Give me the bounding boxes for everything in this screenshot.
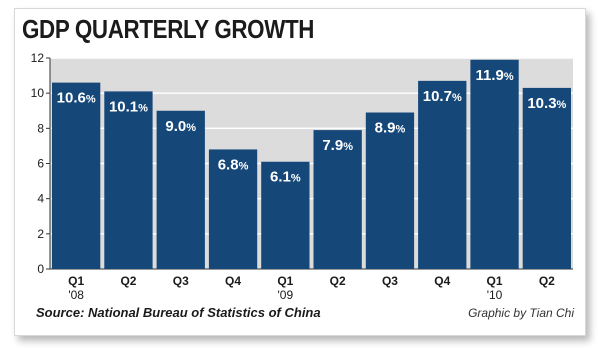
y-tick-label: 2	[37, 227, 44, 241]
data-label: 10.1%	[109, 98, 148, 115]
x-year-label: '08	[68, 288, 84, 302]
bar	[522, 87, 571, 270]
bar	[52, 82, 101, 269]
y-tick-label: 0	[37, 262, 44, 276]
bar	[418, 80, 467, 269]
x-tick-label: Q1	[68, 274, 84, 288]
x-year-label: '10	[487, 288, 503, 302]
data-label: 7.9%	[322, 137, 353, 154]
data-label: 8.9%	[375, 120, 406, 137]
data-label: 6.8%	[218, 156, 249, 173]
x-tick-label: Q1	[487, 274, 503, 288]
bar	[104, 91, 153, 270]
y-tick-label: 12	[31, 51, 45, 65]
y-tick-label: 8	[37, 121, 44, 135]
x-tick-label: Q2	[120, 274, 136, 288]
bar	[208, 149, 258, 269]
graphic-credit: Graphic by Tian Chi	[468, 306, 574, 320]
data-label: 10.3%	[527, 95, 566, 112]
bar	[261, 161, 310, 269]
data-label: 9.0%	[165, 118, 196, 135]
y-tick-label: 4	[37, 192, 44, 206]
bar	[365, 112, 415, 269]
y-tick-label: 6	[37, 157, 44, 171]
data-label: 11.9%	[475, 67, 513, 84]
bar	[313, 130, 362, 269]
y-tick-label: 10	[31, 86, 45, 100]
x-tick-label: Q3	[173, 274, 189, 288]
x-tick-label: Q4	[225, 274, 241, 288]
data-label: 10.7%	[423, 88, 462, 105]
x-year-label: '09	[278, 288, 294, 302]
data-label: 10.6%	[57, 90, 96, 107]
chart-title: GDP QUARTERLY GROWTH	[22, 14, 315, 44]
source-note: Source: National Bureau of Statistics of…	[36, 305, 321, 320]
x-tick-label: Q3	[382, 274, 398, 288]
bar	[156, 110, 205, 269]
data-label: 6.1%	[270, 169, 301, 186]
x-tick-label: Q4	[434, 274, 450, 288]
x-tick-label: Q2	[330, 274, 346, 288]
x-tick-label: Q1	[277, 274, 293, 288]
x-tick-label: Q2	[539, 274, 555, 288]
bar	[470, 59, 519, 270]
